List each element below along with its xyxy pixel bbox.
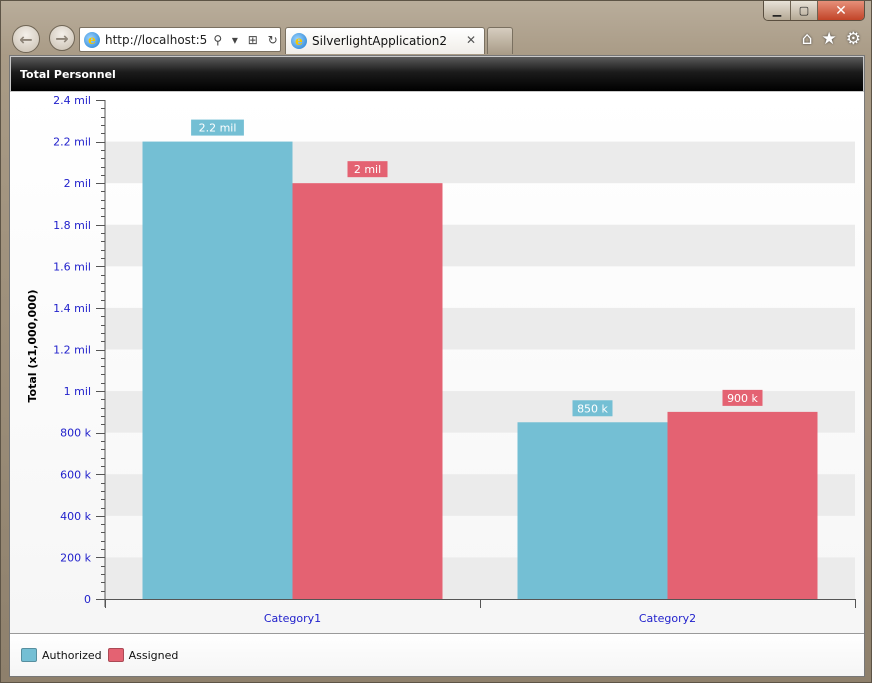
y-tick-label: 2 mil [64,177,91,190]
data-label: 2 mil [354,163,381,176]
y-tick-label: 1.2 mil [53,344,91,357]
chart-area: 0 200 k 400 k 600 k 800 k 1 mil 1.2 mil 1.4 mil… [10,92,864,634]
bar-authorized [517,422,668,599]
y-tick-label: 1 mil [64,385,91,398]
back-button[interactable]: ← [12,25,40,53]
legend-item-authorized: Authorized [21,648,102,662]
data-label-box [191,119,244,136]
legend-swatch-authorized [21,648,37,662]
data-label-box [572,400,613,417]
bar-chart: 0 200 k 400 k 600 k 800 k 1 mil 1.2 mil 1.4 mil… [26,94,856,625]
y-tick-label: 600 k [60,468,91,481]
ie-tab-icon: e [291,33,307,49]
new-tab-button[interactable] [487,27,513,54]
y-tick-label: 2.4 mil [53,94,91,107]
data-label-box [722,389,763,406]
close-tab-icon[interactable]: ✕ [465,33,476,47]
minimize-button[interactable]: ▁ [764,1,791,20]
data-label: 2.2 mil [199,122,237,135]
x-tick-label: Category1 [264,612,321,625]
page-content: Total Personnel 0 200 k 400 k 600 k 800 k 1 m… [9,55,865,677]
y-tick-label: 2.2 mil [53,136,91,149]
address-tools[interactable]: ⚲ ▾ ⊞ ↻ ✕ [213,32,281,47]
bars: 2.2 mil 850 k 2 mil 900 k [142,119,818,600]
bar-assigned [667,411,818,599]
close-window-button[interactable]: ✕ [818,1,864,20]
x-axis: Category1 Category2 [105,599,856,625]
ie-logo-icon: e [84,31,100,48]
restore-button[interactable]: ▢ [791,1,818,20]
address-url[interactable]: http://localhost:5 [105,32,208,47]
home-icon[interactable]: ⌂ [801,29,813,49]
legend-item-assigned: Assigned [107,648,179,662]
y-tick-label: 1.6 mil [53,260,91,273]
y-tick-label: 1.4 mil [53,302,91,315]
browser-command-icons: ⌂ ★ ⚙ [802,29,861,49]
y-tick-label: 200 k [60,551,91,564]
legend-label-authorized: Authorized [42,648,102,662]
y-axis: 0 200 k 400 k 600 k 800 k 1 mil 1.2 mil 1.4 mil… [53,94,106,607]
back-arrow-icon: ← [19,29,33,49]
gear-icon[interactable]: ⚙ [845,29,861,49]
data-label: 900 k [727,392,758,405]
y-tick-label: 400 k [60,510,91,523]
forward-arrow-icon: → [55,28,69,48]
y-tick-label: 800 k [60,427,91,440]
forward-button[interactable]: → [49,25,75,51]
data-label: 850 k [577,402,608,415]
chart-header: Total Personnel [10,56,864,92]
legend-swatch-assigned [107,648,124,662]
tab-title: SilverlightApplication2 [312,34,447,48]
y-tick-label: 0 [84,593,91,606]
bar-assigned [292,183,443,599]
y-axis-title: Total (x1,000,000) [26,290,39,403]
x-tick-label: Category2 [639,612,696,625]
tab-silverlightapplication2[interactable]: e SilverlightApplication2 ✕ [285,27,485,54]
address-bar[interactable]: e http://localhost:5 ⚲ ▾ ⊞ ↻ ✕ [79,27,281,52]
y-tick-label: 1.8 mil [53,219,91,232]
data-label-box [347,161,388,178]
legend-label-assigned: Assigned [128,648,179,662]
bar-authorized [142,141,293,600]
browser-titlebar: ▁ ▢ ✕ ← → e http://localhost:5 ⚲ ▾ ⊞ ↻ ✕… [1,1,872,59]
window-controls: ▁ ▢ ✕ [763,1,865,21]
chart-legend: Authorized Assigned [10,633,864,676]
star-icon[interactable]: ★ [821,29,837,49]
